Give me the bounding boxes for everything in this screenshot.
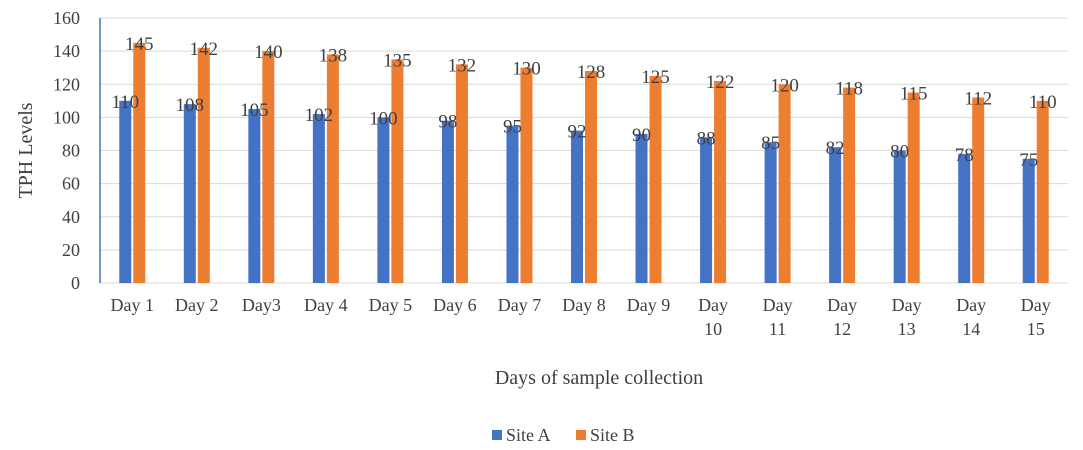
y-tick-label: 120 [53, 74, 80, 94]
bar [972, 97, 985, 283]
y-tick-labels: 0 20 40 60 80 100 120 140 160 [53, 8, 80, 293]
legend-swatch [492, 430, 502, 440]
bar [133, 42, 146, 283]
bar [326, 54, 339, 283]
bar [441, 120, 454, 283]
data-label: 125 [641, 67, 670, 88]
data-label: 82 [826, 138, 845, 159]
data-label: 142 [190, 39, 219, 60]
x-axis-title: Days of sample collection [495, 367, 703, 389]
legend: Site A Site B [492, 425, 635, 445]
data-label: 100 [369, 108, 398, 129]
data-label: 120 [770, 75, 799, 96]
x-tick-label: Day 6 [433, 295, 477, 315]
y-axis-title: TPH Levels [15, 102, 37, 198]
data-label: 95 [503, 117, 522, 138]
bar [455, 64, 468, 283]
bar [635, 133, 648, 283]
y-tick-label: 140 [53, 41, 80, 61]
x-tick-label: Day 7 [498, 295, 542, 315]
x-tick-label: Day 4 [304, 295, 348, 315]
data-label: 102 [305, 105, 334, 126]
y-tick-label: 60 [62, 174, 80, 194]
data-label: 140 [254, 42, 283, 63]
bar [585, 71, 597, 283]
data-label: 105 [240, 100, 269, 121]
data-label: 98 [438, 112, 457, 133]
x-tick-label: Day 15 [1021, 295, 1051, 339]
data-labels: 110 108 105 102 100 98 95 92 90 88 85 82 80 78 75 145 14… [111, 34, 1056, 171]
bar [843, 87, 856, 283]
data-label: 92 [568, 122, 587, 143]
bar [119, 100, 132, 283]
bar [893, 150, 906, 283]
data-label: 145 [125, 34, 154, 55]
bar [1036, 100, 1049, 283]
data-label: 122 [706, 72, 735, 93]
data-label: 88 [697, 128, 716, 149]
y-tick-label: 100 [53, 107, 80, 127]
data-label: 110 [1029, 92, 1057, 113]
gridlines [100, 17, 1068, 251]
bar [520, 67, 533, 283]
data-label: 128 [577, 62, 606, 83]
x-tick-label: Day 1 [111, 295, 155, 315]
bar [312, 114, 325, 283]
data-label: 135 [383, 50, 412, 71]
bar [183, 104, 196, 283]
legend-label: Site A [506, 425, 551, 445]
y-tick-label: 0 [71, 273, 80, 293]
data-label: 78 [955, 145, 974, 166]
data-label: 115 [900, 84, 928, 105]
y-tick-label: 160 [53, 8, 80, 28]
data-label: 90 [632, 125, 651, 146]
x-tick-label: Day 12 [827, 295, 857, 339]
x-tick-label: Day3 [242, 295, 281, 315]
bar [907, 92, 920, 283]
bars [119, 42, 1049, 283]
bar [649, 75, 662, 283]
x-tick-label: Day 11 [763, 295, 793, 339]
data-label: 118 [835, 79, 863, 100]
x-tick-label: Day 9 [627, 295, 671, 315]
x-tick-labels: Day 1 Day 2 Day3 Day 4 Day 5 Day 6 Day 7 Day 8 D… [111, 295, 1051, 339]
bar [714, 80, 727, 283]
data-label: 75 [1019, 150, 1038, 171]
y-tick-label: 80 [62, 141, 80, 161]
data-label: 108 [176, 95, 205, 116]
bar [958, 153, 971, 283]
bar [571, 130, 583, 283]
x-tick-label: Day 2 [175, 295, 219, 315]
legend-swatch [576, 430, 586, 440]
x-tick-label: Day 10 [698, 295, 728, 339]
axes [99, 18, 1068, 284]
y-tick-label: 20 [62, 240, 80, 260]
bar [377, 117, 390, 283]
x-tick-label: Day 14 [956, 295, 986, 339]
bar [506, 125, 519, 283]
data-label: 110 [111, 92, 139, 113]
bar [248, 109, 261, 283]
y-tick-label: 40 [62, 207, 80, 227]
data-label: 130 [512, 59, 541, 80]
bar [391, 59, 404, 283]
bar [778, 84, 791, 283]
x-tick-label: Day 8 [562, 295, 606, 315]
bar [829, 147, 842, 283]
bar [197, 47, 210, 283]
data-label: 85 [761, 133, 780, 154]
data-label: 112 [964, 89, 992, 110]
legend-label: Site B [590, 425, 635, 445]
bar [262, 51, 275, 283]
bar [700, 137, 713, 283]
bar [764, 142, 777, 283]
data-label: 132 [448, 55, 477, 76]
data-label: 80 [890, 142, 909, 163]
x-tick-label: Day 13 [892, 295, 922, 339]
data-label: 138 [319, 45, 348, 66]
x-tick-label: Day 5 [369, 295, 413, 315]
bar [1022, 158, 1035, 283]
